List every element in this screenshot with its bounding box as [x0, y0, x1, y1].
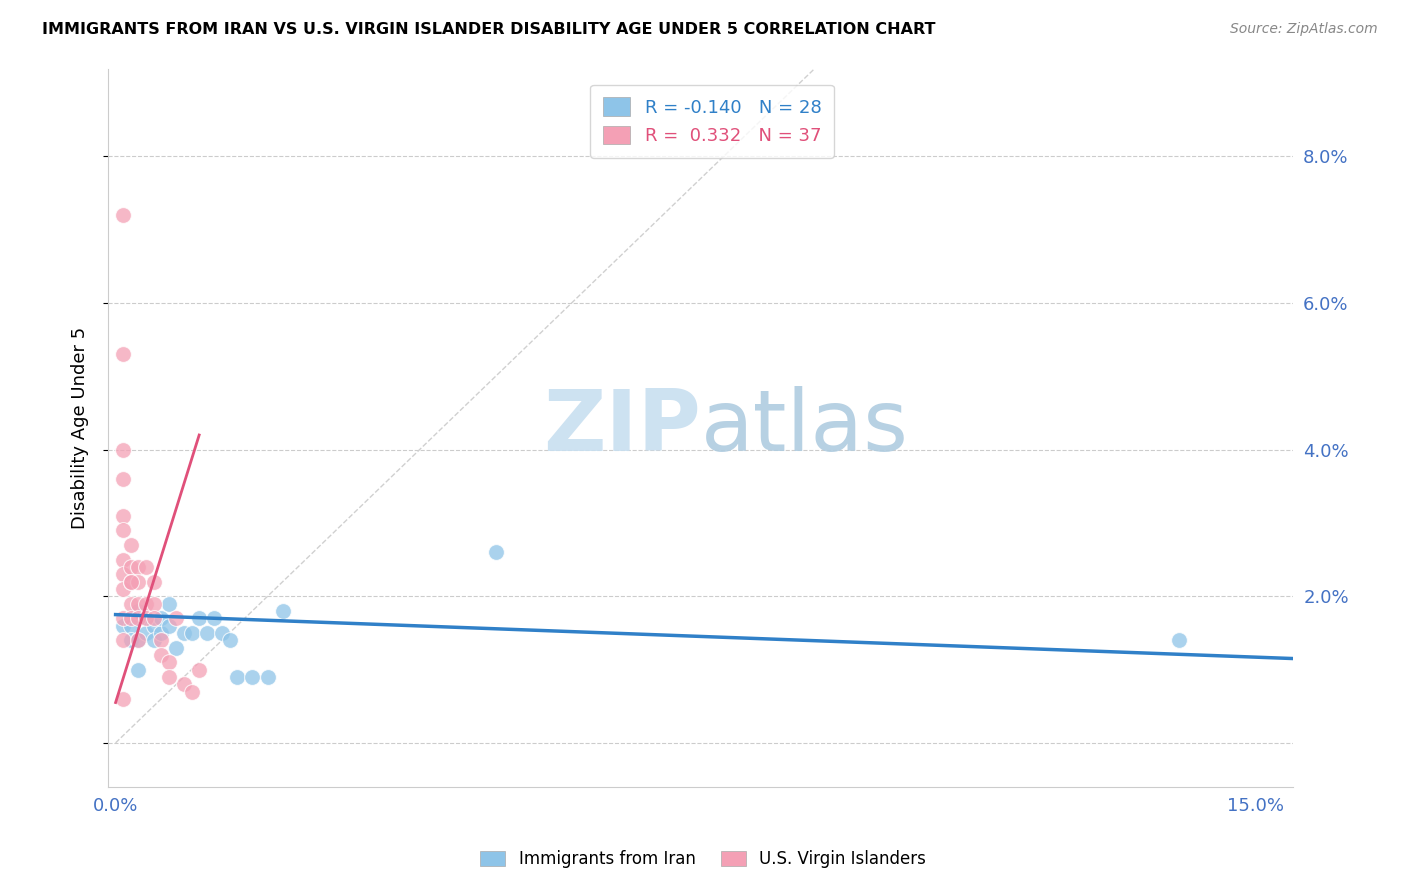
- Point: [226, 670, 249, 684]
- Point: [112, 582, 135, 596]
- Point: [150, 633, 173, 648]
- Point: [188, 611, 211, 625]
- Point: [127, 633, 149, 648]
- Point: [157, 597, 180, 611]
- Point: [1168, 633, 1191, 648]
- Point: [142, 574, 165, 589]
- Point: [127, 604, 149, 618]
- Text: Source: ZipAtlas.com: Source: ZipAtlas.com: [1230, 22, 1378, 37]
- Point: [142, 633, 165, 648]
- Point: [218, 633, 240, 648]
- Text: atlas: atlas: [700, 386, 908, 469]
- Point: [112, 472, 135, 486]
- Point: [112, 567, 135, 582]
- Point: [135, 560, 157, 574]
- Legend: Immigrants from Iran, U.S. Virgin Islanders: Immigrants from Iran, U.S. Virgin Island…: [474, 844, 932, 875]
- Point: [112, 208, 135, 222]
- Point: [142, 611, 165, 625]
- Point: [112, 524, 135, 538]
- Point: [188, 663, 211, 677]
- Point: [157, 655, 180, 669]
- Point: [195, 626, 218, 640]
- Point: [240, 670, 263, 684]
- Point: [112, 611, 135, 625]
- Point: [165, 611, 187, 625]
- Point: [120, 633, 142, 648]
- Point: [120, 611, 142, 625]
- Point: [135, 626, 157, 640]
- Point: [173, 677, 195, 691]
- Point: [120, 560, 142, 574]
- Point: [150, 611, 173, 625]
- Point: [127, 633, 149, 648]
- Point: [127, 597, 149, 611]
- Point: [135, 611, 157, 625]
- Point: [180, 684, 202, 698]
- Point: [135, 611, 157, 625]
- Point: [127, 574, 149, 589]
- Point: [157, 618, 180, 632]
- Point: [173, 626, 195, 640]
- Point: [484, 545, 506, 559]
- Text: ZIP: ZIP: [543, 386, 700, 469]
- Point: [271, 604, 294, 618]
- Point: [135, 597, 157, 611]
- Legend: R = -0.140   N = 28, R =  0.332   N = 37: R = -0.140 N = 28, R = 0.332 N = 37: [591, 85, 834, 158]
- Text: IMMIGRANTS FROM IRAN VS U.S. VIRGIN ISLANDER DISABILITY AGE UNDER 5 CORRELATION : IMMIGRANTS FROM IRAN VS U.S. VIRGIN ISLA…: [42, 22, 935, 37]
- Point: [211, 626, 233, 640]
- Point: [142, 597, 165, 611]
- Point: [150, 626, 173, 640]
- Point: [112, 442, 135, 457]
- Point: [127, 560, 149, 574]
- Point: [202, 611, 225, 625]
- Point: [150, 648, 173, 662]
- Point: [112, 552, 135, 566]
- Point: [120, 574, 142, 589]
- Point: [120, 618, 142, 632]
- Point: [112, 347, 135, 361]
- Point: [180, 626, 202, 640]
- Point: [112, 633, 135, 648]
- Point: [157, 670, 180, 684]
- Point: [127, 663, 149, 677]
- Point: [165, 640, 187, 655]
- Point: [256, 670, 278, 684]
- Point: [120, 597, 142, 611]
- Point: [112, 618, 135, 632]
- Y-axis label: Disability Age Under 5: Disability Age Under 5: [72, 326, 89, 529]
- Point: [120, 574, 142, 589]
- Point: [127, 611, 149, 625]
- Point: [142, 618, 165, 632]
- Point: [112, 508, 135, 523]
- Point: [112, 691, 135, 706]
- Point: [120, 538, 142, 552]
